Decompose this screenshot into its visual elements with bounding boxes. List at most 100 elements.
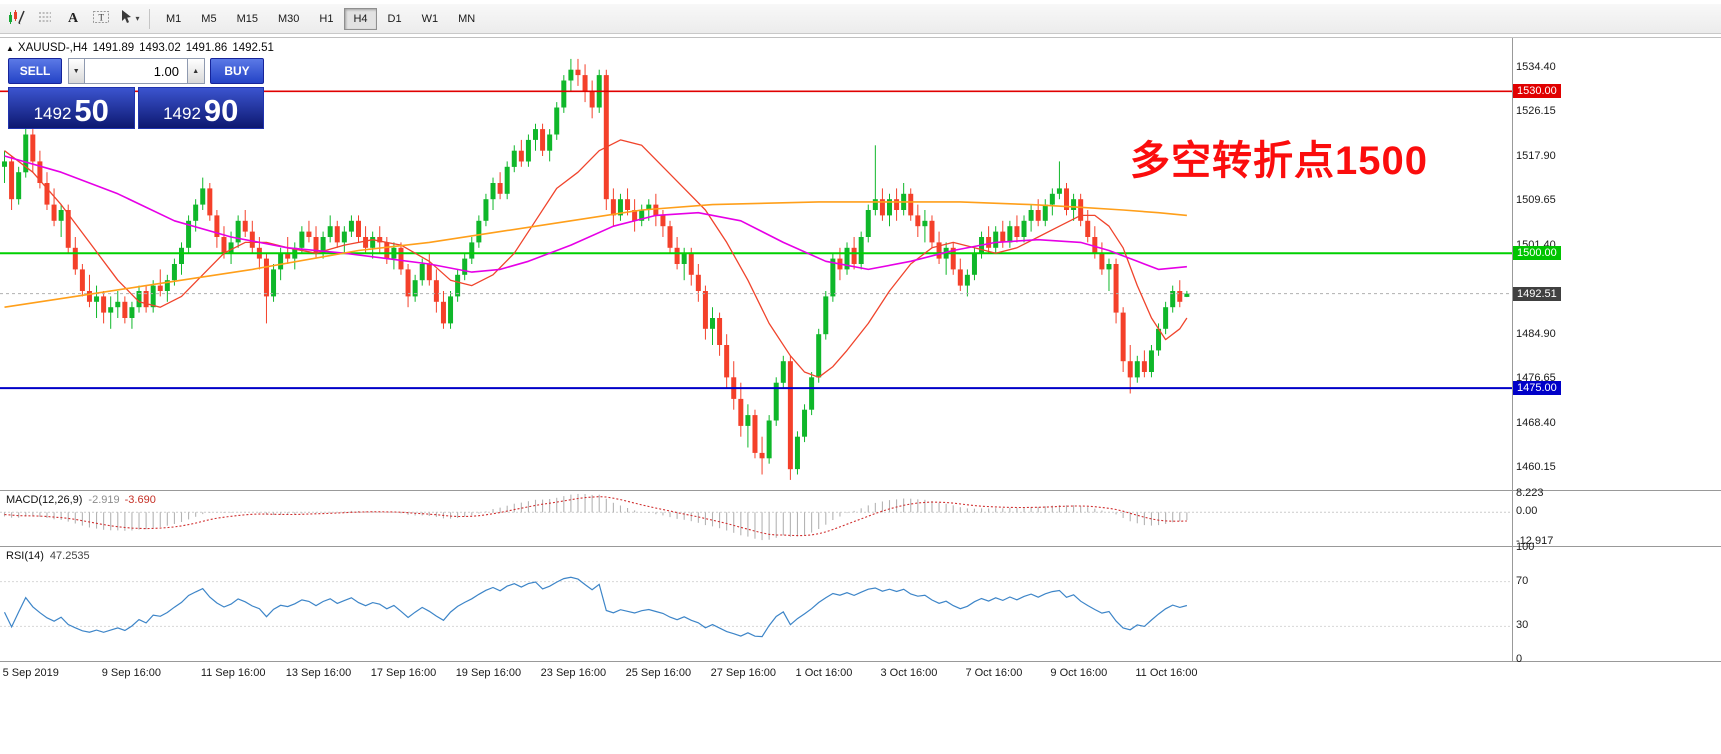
text-frame-icon: T	[92, 9, 110, 28]
ma-fast	[4, 139, 1188, 378]
chart-template-icon	[8, 9, 26, 28]
timeframe-h1-button[interactable]: H1	[310, 8, 342, 30]
price-line-marker: 1475.00	[1513, 381, 1561, 396]
macd-title: MACD(12,26,9)	[6, 494, 83, 506]
time-axis-label: 13 Sep 16:00	[285, 667, 352, 679]
ma-slow	[4, 201, 1187, 308]
timeframe-m30-button[interactable]: M30	[269, 8, 308, 30]
ohlc-open: 1491.89	[92, 42, 135, 54]
ohlc-low: 1491.86	[185, 42, 228, 54]
price-axis-label: 1509.65	[1516, 194, 1556, 207]
trade-panel-prices: 1492 50 1492 90	[8, 87, 264, 129]
rsi-title: RSI(14)	[6, 550, 44, 562]
toolbar-tools-group: A T ▾	[3, 7, 143, 31]
timeframe-d1-button[interactable]: D1	[379, 8, 411, 30]
price-line-marker: 1530.00	[1513, 84, 1561, 99]
time-axis-label: 7 Oct 16:00	[965, 667, 1023, 679]
price-axis-label: -12.917	[1516, 534, 1554, 547]
time-axis-label: 5 Sep 2019	[2, 667, 59, 679]
ohlc-high: 1493.02	[139, 42, 181, 54]
price-axis-label: 1484.90	[1516, 327, 1556, 340]
sell-button[interactable]: SELL	[8, 58, 63, 84]
price-axis-label: 1460.15	[1516, 461, 1556, 474]
toolbar: A T ▾ M1 M5 M15 M30 H1 H4 D1 W1 MN	[0, 4, 1721, 34]
sell-price-display[interactable]: 1492 50	[8, 87, 135, 129]
chart-template-icon-button[interactable]	[4, 7, 30, 31]
time-axis-label: 23 Sep 16:00	[540, 667, 607, 679]
time-axis-label: 25 Sep 16:00	[625, 667, 692, 679]
timeframe-h4-button[interactable]: H4	[344, 7, 377, 30]
timeframe-w1-button[interactable]: W1	[413, 8, 448, 30]
price-axis-label: 30	[1516, 619, 1529, 632]
time-axis-label: 1 Oct 16:00	[795, 667, 853, 679]
time-axis-label: 27 Sep 16:00	[710, 667, 777, 679]
timeframe-m5-button[interactable]: M5	[192, 8, 225, 30]
ma-mid	[4, 155, 1187, 273]
one-click-trading-panel: SELL ▼ ▲ BUY 1492 50 1492 90	[8, 58, 265, 129]
price-axis-label: 100	[1516, 541, 1535, 553]
time-axis[interactable]: 5 Sep 2019 9 Sep 16:00 11 Sep 16:00 13 Sep …	[0, 662, 1721, 686]
time-axis-label: 11 Oct 16:00	[1135, 667, 1198, 679]
candles	[2, 58, 1190, 480]
trade-panel-controls: SELL ▼ ▲ BUY	[8, 58, 265, 84]
volume-decrease-button[interactable]: ▼	[67, 58, 86, 84]
timeframe-m15-button[interactable]: M15	[228, 8, 267, 30]
text-label-icon-button[interactable]: A	[60, 7, 86, 31]
time-axis-label: 9 Oct 16:00	[1050, 667, 1108, 679]
price-axis-label: 1526.15	[1516, 105, 1556, 118]
rsi-pane-label: RSI(14) 47.2535	[6, 550, 90, 562]
symbol-header: ▲ XAUUSD-,H4 1491.89 1493.02 1491.86 1492.51	[6, 42, 279, 54]
buy-price-display[interactable]: 1492 90	[137, 87, 264, 129]
price-line-marker: 1492.51	[1513, 286, 1561, 301]
time-axis-label: 3 Oct 16:00	[880, 667, 938, 679]
price-axis-label: 0.00	[1516, 505, 1538, 518]
ohlc-close: 1492.51	[232, 42, 274, 54]
macd-value: -2.919	[88, 494, 120, 506]
ma-lines	[4, 139, 1188, 378]
price-axis[interactable]: 1534.40 1526.15 1517.90 1509.65 1501.40 1484.…	[1512, 38, 1721, 754]
price-axis-label: 1517.90	[1516, 149, 1556, 162]
sell-price-pips: 50	[74, 92, 109, 128]
time-axis-label: 11 Sep 16:00	[200, 667, 266, 679]
rsi-value: 47.2535	[49, 550, 90, 562]
volume-down-icon: ▼	[72, 67, 80, 75]
grid-icon-button[interactable]	[32, 7, 58, 31]
volume-increase-button[interactable]: ▲	[187, 58, 205, 84]
buy-price-main: 1492	[163, 104, 201, 124]
price-axis-label: 1534.40	[1516, 60, 1556, 73]
price-axis-label: 0	[1516, 653, 1523, 665]
time-axis-label: 9 Sep 16:00	[101, 667, 162, 679]
cursor-tools-icon	[118, 9, 134, 28]
chart-annotation-text[interactable]: 多空转折点1500	[1130, 139, 1428, 183]
buy-button[interactable]: BUY	[209, 58, 265, 84]
rsi-pane	[0, 576, 1512, 638]
price-axis-label: 1468.40	[1516, 416, 1556, 429]
grid-icon	[37, 9, 53, 28]
price-axis-label: 70	[1516, 574, 1529, 587]
timeframe-buttons-group: M1 M5 M15 M30 H1 H4 D1 W1 MN	[156, 7, 485, 30]
text-frame-icon-button[interactable]: T	[88, 7, 114, 31]
macd-signal-value: -3.690	[124, 494, 156, 506]
text-label-icon: A	[65, 9, 81, 28]
volume-input[interactable]	[85, 58, 188, 84]
volume-up-icon: ▲	[192, 67, 200, 75]
price-line-marker: 1500.00	[1513, 246, 1561, 261]
toolbar-separator	[149, 8, 150, 29]
dropdown-icon: ▾	[135, 14, 140, 23]
svg-text:A: A	[68, 11, 79, 25]
buy-price-pips: 90	[203, 92, 239, 128]
symbol-name: XAUUSD-,H4	[17, 42, 88, 54]
time-axis-label: 19 Sep 16:00	[455, 667, 522, 679]
collapse-icon[interactable]: ▲	[6, 44, 14, 53]
cursor-tools-icon-button[interactable]: ▾	[116, 7, 142, 31]
timeframe-m1-button[interactable]: M1	[157, 8, 190, 30]
macd-pane-label: MACD(12,26,9) -2.919 -3.690	[6, 494, 156, 506]
timeframe-mn-button[interactable]: MN	[449, 8, 484, 30]
time-axis-label: 17 Sep 16:00	[370, 667, 437, 679]
macd-pane	[0, 493, 1512, 541]
rsi-line	[3, 576, 1188, 638]
price-axis-label: 8.223	[1516, 486, 1544, 499]
